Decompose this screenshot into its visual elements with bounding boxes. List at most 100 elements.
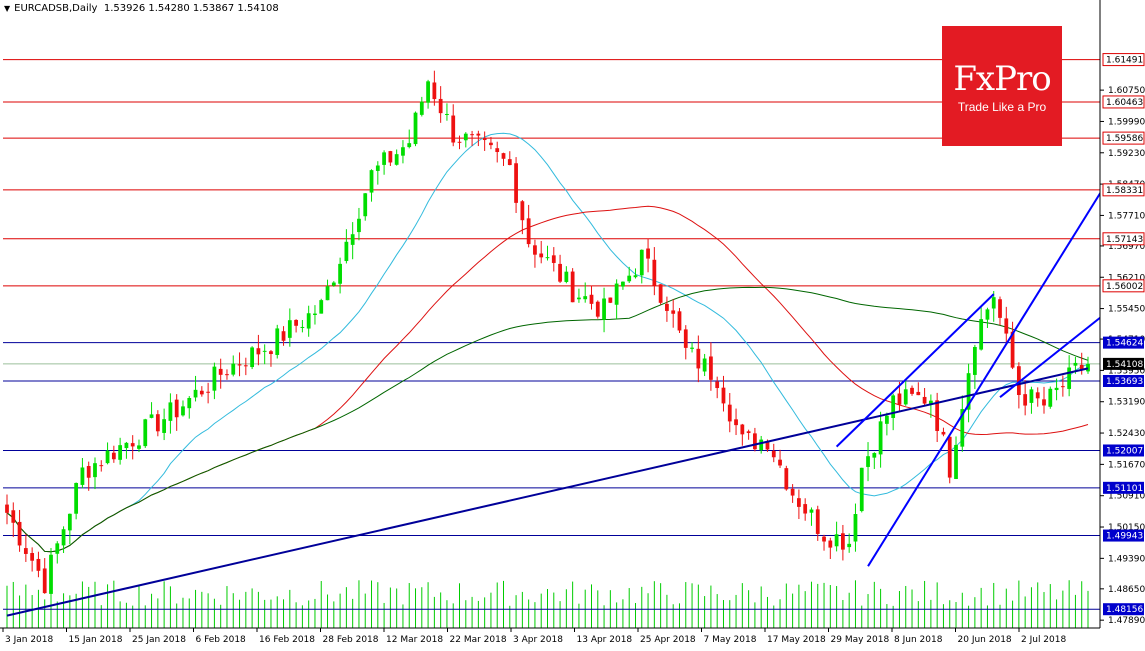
candle xyxy=(859,467,864,513)
candle xyxy=(149,402,154,419)
level-label-box xyxy=(1103,95,1144,108)
level-label-frame xyxy=(1102,95,1145,109)
level-label: 1.58331 xyxy=(1106,186,1143,196)
candle xyxy=(715,376,720,399)
level-label-box xyxy=(1103,183,1144,196)
candle xyxy=(727,392,732,433)
candle xyxy=(809,507,814,526)
level-label-box xyxy=(1103,444,1144,457)
candle-body xyxy=(476,133,481,136)
candle-body xyxy=(853,514,858,542)
candle xyxy=(313,305,317,325)
candle xyxy=(432,70,437,106)
candle xyxy=(577,288,581,303)
candle xyxy=(394,149,399,166)
candle xyxy=(746,429,751,440)
candle-body xyxy=(633,275,638,278)
candle xyxy=(671,299,676,328)
candle-body xyxy=(319,300,324,314)
x-tick-label: 16 Feb 2018 xyxy=(259,635,315,645)
candle-body xyxy=(872,453,877,458)
candle xyxy=(589,285,594,310)
candle-body xyxy=(67,513,72,531)
candle-body xyxy=(256,348,261,355)
candle-body xyxy=(683,329,688,348)
candle-body xyxy=(212,366,217,391)
candle-body xyxy=(231,363,236,375)
candle xyxy=(181,400,185,417)
candle-body xyxy=(1073,362,1078,366)
candle-body xyxy=(665,303,669,311)
y-tick-label: 1.56970 xyxy=(1108,242,1145,252)
x-tick-label: 22 Mar 2018 xyxy=(450,635,507,645)
candle xyxy=(514,157,518,213)
candles xyxy=(5,70,1090,609)
candle-body xyxy=(784,468,789,490)
candle xyxy=(306,305,311,337)
y-tick-label: 1.60750 xyxy=(1108,86,1145,96)
collapse-arrow-icon[interactable]: ▼ xyxy=(4,4,11,13)
candle xyxy=(665,296,669,322)
x-tick-label: 28 Feb 2018 xyxy=(323,635,379,645)
x-tick-label: 2 Jul 2018 xyxy=(1021,635,1066,645)
y-tick-label: 1.52430 xyxy=(1108,429,1145,439)
y-tick-label: 1.59230 xyxy=(1108,149,1145,159)
candle-body xyxy=(727,404,732,422)
candle xyxy=(753,427,757,452)
candle xyxy=(489,136,493,150)
candle xyxy=(225,369,229,380)
candle-body xyxy=(99,465,104,467)
candle xyxy=(287,308,292,347)
candle-body xyxy=(49,554,53,594)
candle xyxy=(998,296,1002,326)
candle-body xyxy=(520,201,525,221)
y-tick-label: 1.55450 xyxy=(1108,305,1145,315)
level-label: 1.56002 xyxy=(1106,282,1143,292)
fxpro-logo: FxPro Trade Like a Pro xyxy=(942,26,1062,146)
level-label-box xyxy=(1103,336,1144,349)
candle-body xyxy=(847,543,852,548)
candle xyxy=(954,436,958,480)
candle xyxy=(111,445,116,463)
candle-body xyxy=(375,165,380,171)
level-label: 1.52007 xyxy=(1106,446,1143,456)
candle xyxy=(583,282,588,303)
candle-body xyxy=(55,543,60,554)
candle-body xyxy=(407,143,412,148)
candle xyxy=(199,386,204,397)
candle-body xyxy=(294,319,298,326)
y-tick-label: 1.59990 xyxy=(1108,117,1145,127)
candle xyxy=(916,382,921,396)
candle xyxy=(595,300,600,319)
candle xyxy=(438,86,443,123)
candle xyxy=(294,319,298,333)
candle xyxy=(507,151,512,166)
candle-body xyxy=(243,365,248,367)
candle-body xyxy=(614,283,619,305)
candle-body xyxy=(991,297,996,309)
level-label-box xyxy=(1103,603,1144,616)
candle xyxy=(797,489,801,520)
candle-body xyxy=(86,466,91,478)
candle xyxy=(451,104,456,147)
candle-body xyxy=(1054,387,1059,391)
level-label: 1.48156 xyxy=(1106,605,1143,615)
y-tick-label: 1.50910 xyxy=(1108,492,1145,502)
candle-body xyxy=(677,311,682,331)
candle xyxy=(67,513,72,545)
candle xyxy=(281,326,286,346)
candle-body xyxy=(300,326,305,328)
candle-body xyxy=(1048,388,1053,407)
candle xyxy=(734,408,738,436)
candle xyxy=(482,131,487,151)
candle-body xyxy=(451,115,456,143)
channel-line xyxy=(835,293,995,448)
candle xyxy=(325,279,330,301)
candle xyxy=(401,140,405,164)
candle-body xyxy=(1060,386,1065,388)
candle-body xyxy=(457,141,462,143)
x-tick-label: 15 Jan 2018 xyxy=(69,635,123,645)
candle xyxy=(231,355,236,377)
